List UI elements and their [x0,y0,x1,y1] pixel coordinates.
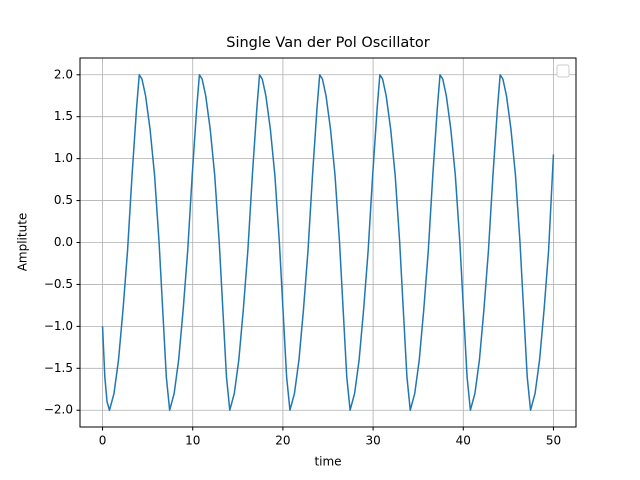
chart-title: Single Van der Pol Oscillator [226,35,430,51]
x-tick-label: 20 [275,434,290,448]
legend [556,64,570,78]
y-tick-label: 0.5 [54,193,73,207]
x-tick-label: 30 [365,434,380,448]
y-tick-label: 2.0 [54,67,73,81]
ticks: 0 10 20 30 40 50 −2.0 −1.5 −1.0 −0.5 0.0 0.5 1.0 1.5 2… [44,67,561,447]
x-axis-label: time [314,455,341,469]
y-tick-label: −2.0 [44,403,73,417]
y-tick-label: −1.5 [44,361,73,375]
x-tick-label: 50 [546,434,561,448]
y-tick-label: −1.0 [44,319,73,333]
plot-area [101,74,555,411]
x-tick-label: 40 [456,434,471,448]
y-tick-label: −0.5 [44,277,73,291]
data-line [101,74,555,411]
y-tick-label: 1.0 [54,151,73,165]
y-tick-label: 1.5 [54,109,73,123]
x-tick-label: 0 [99,434,107,448]
x-tick-label: 10 [185,434,200,448]
y-axis-label: Amplitute [16,213,30,272]
y-tick-label: 0.0 [54,235,73,249]
